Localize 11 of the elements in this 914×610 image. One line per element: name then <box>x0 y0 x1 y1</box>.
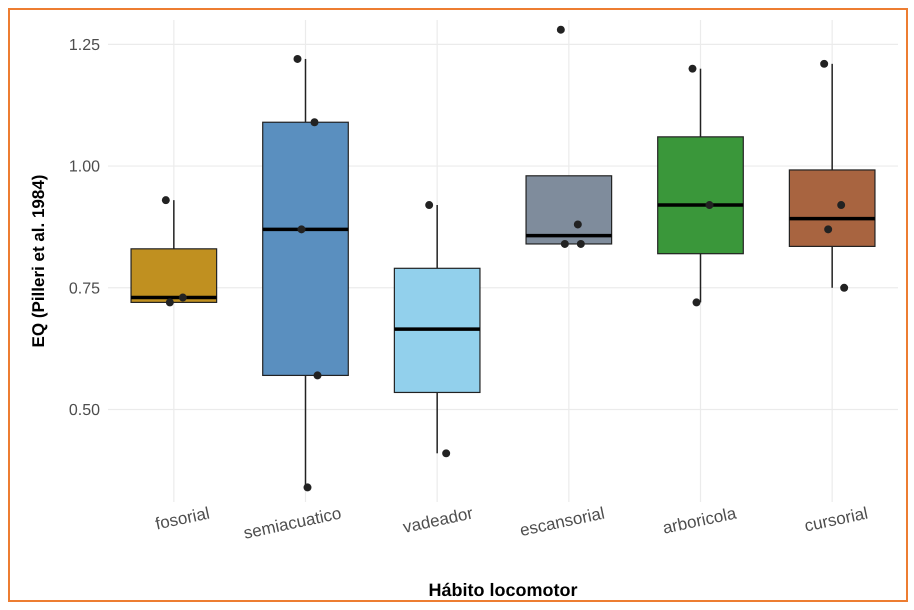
x-tick-label: semiacuatico <box>242 504 343 543</box>
y-tick-label: 0.75 <box>68 280 100 298</box>
x-axis-title: Hábito locomotor <box>428 580 578 600</box>
y-tick-label: 1.00 <box>68 158 100 176</box>
y-tick-label: 0.50 <box>68 402 100 420</box>
x-tick-label: fosorial <box>154 504 212 534</box>
x-tick-label: arboricola <box>660 503 738 538</box>
y-tick-label: 1.25 <box>68 36 100 54</box>
y-axis-title: EQ (Pilleri et al. 1984) <box>29 174 48 348</box>
x-tick-label: cursorial <box>802 504 870 536</box>
x-tick-label: vadeador <box>401 503 475 537</box>
